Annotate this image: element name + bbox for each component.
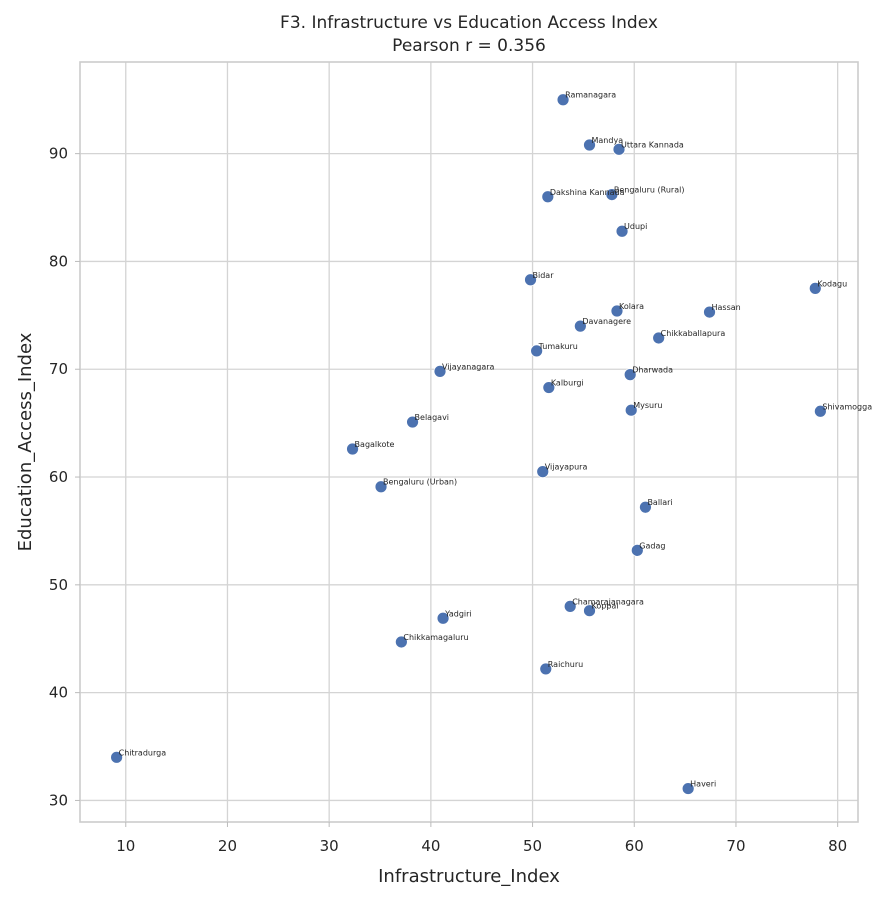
x-tick-label: 70 <box>726 837 745 855</box>
data-point-label: Chikkaballapura <box>661 329 726 338</box>
data-point <box>563 599 577 613</box>
data-point-label: Mysuru <box>633 401 662 410</box>
data-point <box>436 611 450 625</box>
y-axis-label: Education_Access_Index <box>15 332 36 551</box>
data-point-label: Chitradurga <box>119 748 167 757</box>
y-tick-label: 90 <box>49 145 68 163</box>
data-point-label: Chikkamagaluru <box>403 633 468 642</box>
data-point-label: Raichuru <box>548 660 583 669</box>
data-point <box>808 281 822 295</box>
data-point <box>542 381 556 394</box>
data-point-label: Hassan <box>712 303 741 312</box>
data-point <box>433 364 447 378</box>
data-point-label: Uttara Kannada <box>621 140 684 149</box>
data-point <box>703 305 716 319</box>
data-point <box>524 273 537 287</box>
x-tick-label: 60 <box>625 837 644 855</box>
data-point-label: Tumakuru <box>538 342 578 351</box>
data-point-label: Bengaluru (Urban) <box>383 478 457 487</box>
data-point-label: Dharwada <box>632 366 673 375</box>
data-point <box>573 319 587 333</box>
data-point-label: Bagalkote <box>355 440 395 449</box>
data-point-label: Koppal <box>592 602 619 611</box>
y-tick-label: 60 <box>49 468 68 486</box>
axis-ticks: 10 20 30 40 50 60 70 80 30 40 50 60 70 80 90 <box>49 145 847 855</box>
x-tick-label: 30 <box>320 837 339 855</box>
data-point-label: Davanagere <box>582 317 631 326</box>
data-point-label: Kalburgi <box>551 379 584 388</box>
data-point-label: Yadgiri <box>444 609 472 618</box>
data-point <box>813 404 827 418</box>
x-axis-label: Infrastructure_Index <box>378 866 560 887</box>
data-point-label: Belagavi <box>415 413 449 422</box>
data-point-label: Bidar <box>533 271 555 280</box>
y-tick-label: 80 <box>49 252 68 270</box>
data-point-label: Vijayapura <box>545 463 588 472</box>
y-tick-label: 50 <box>49 576 68 594</box>
data-points <box>110 93 827 795</box>
data-point <box>539 662 553 676</box>
x-tick-label: 10 <box>116 837 135 855</box>
data-point-label: Ballari <box>647 498 672 507</box>
data-point <box>556 93 570 107</box>
data-point <box>652 331 666 345</box>
plot-frame <box>79 61 859 823</box>
data-point-label: Bengaluru (Rural) <box>614 186 685 195</box>
data-point <box>639 500 652 514</box>
data-point <box>374 480 388 494</box>
data-point-label: Shivamogga <box>822 402 872 411</box>
grid-lines <box>80 62 858 822</box>
y-tick-label: 30 <box>49 791 68 809</box>
data-point <box>536 465 550 479</box>
x-tick-label: 40 <box>421 837 440 855</box>
data-point-label: Kolara <box>619 302 644 311</box>
data-point <box>110 750 124 764</box>
data-point-label: Chamarajanagara <box>572 597 644 606</box>
data-point <box>612 142 626 156</box>
data-point-label: Dakshina Kannada <box>550 188 625 197</box>
data-point <box>530 344 544 358</box>
data-point <box>583 604 596 618</box>
chart-subtitle: Pearson r = 0.356 <box>392 36 546 56</box>
x-tick-label: 80 <box>828 837 847 855</box>
data-point <box>394 635 408 649</box>
data-point <box>346 442 359 456</box>
data-point <box>681 782 695 795</box>
data-point-label: Udupi <box>624 222 647 231</box>
data-point-label: Vijayanagara <box>442 362 495 371</box>
data-point <box>624 403 638 417</box>
data-point-label: Mandya <box>592 136 624 145</box>
data-point <box>630 543 644 557</box>
y-tick-label: 70 <box>49 360 68 378</box>
x-tick-label: 50 <box>523 837 542 855</box>
data-point-label: Kodagu <box>817 279 847 288</box>
data-point <box>610 304 624 318</box>
data-point <box>623 368 637 382</box>
data-point <box>583 138 596 152</box>
y-tick-label: 40 <box>49 684 68 702</box>
data-point-label: Haveri <box>690 780 716 789</box>
data-point <box>605 188 619 201</box>
data-point <box>615 224 629 238</box>
data-point <box>541 190 555 204</box>
data-point-label: Ramanagara <box>565 91 616 100</box>
chart-title: F3. Infrastructure vs Education Access I… <box>280 13 658 33</box>
data-point-label: Gadag <box>639 541 665 550</box>
data-point <box>406 415 419 429</box>
x-tick-label: 20 <box>218 837 237 855</box>
